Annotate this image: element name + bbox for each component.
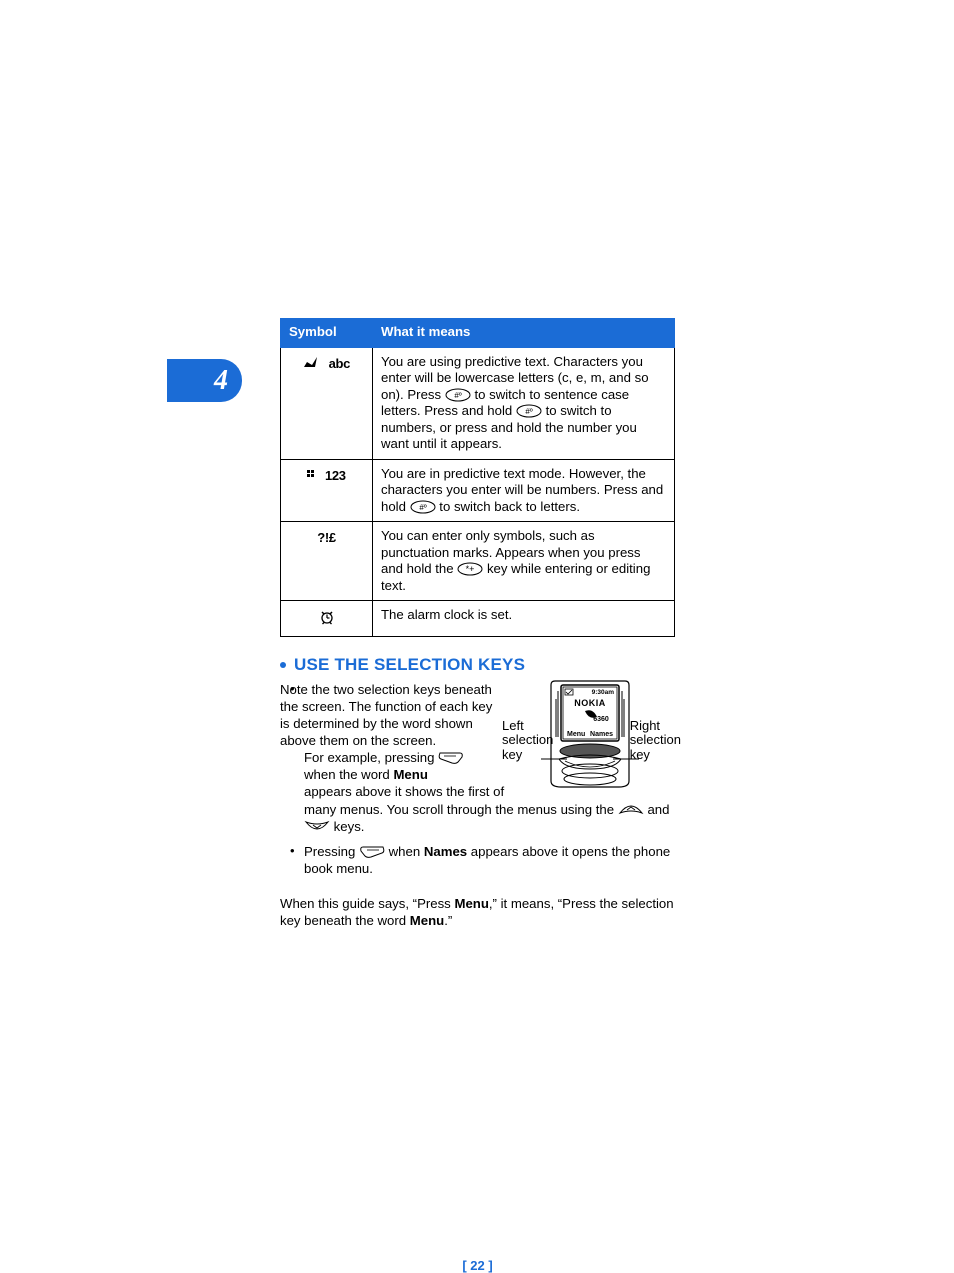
bold-menu: Menu	[393, 767, 427, 782]
symbol-cell: 123	[281, 459, 373, 522]
closing-paragraph: When this guide says, “Press Menu,” it m…	[280, 895, 675, 929]
screen-time: 9:30am	[592, 689, 615, 696]
meaning-cell: You are using predictive text. Character…	[373, 347, 675, 459]
closing-text: .”	[444, 913, 452, 928]
symbol-cell: ?!£	[281, 522, 373, 601]
bullet-text: appears above it shows the first of many…	[304, 783, 674, 834]
symbol-text: 123	[325, 468, 346, 483]
predictive-grid-icon	[307, 468, 325, 483]
content-column: Symbol What it means abc You are	[280, 318, 675, 930]
label-line: Left	[502, 718, 524, 733]
left-key-label: Left selection key	[502, 719, 553, 764]
list-item: For example, pressing when the word Menu…	[304, 681, 486, 835]
page-root: 4 Symbol What it means abc	[0, 0, 954, 1235]
label-line: Right	[630, 718, 660, 733]
closing-text: When this guide says, “Press	[280, 896, 454, 911]
table-row: 123 You are in predictive text mode. How…	[281, 459, 675, 522]
scroll-down-key-icon	[304, 820, 330, 834]
label-line: key	[630, 747, 650, 762]
right-softkey-icon	[359, 845, 385, 859]
heading-bullet-icon	[280, 662, 286, 668]
predictive-pencil-icon	[303, 356, 329, 371]
list-item: Pressing when Names appears above it ope…	[304, 843, 674, 877]
page-number: [ 22 ]	[280, 1258, 675, 1273]
alarm-clock-icon	[319, 613, 335, 628]
meaning-text: to switch back to letters.	[439, 499, 580, 514]
bullet-text: For example, pressing	[304, 750, 438, 765]
table-row: abc You are using predictive text. Chara…	[281, 347, 675, 459]
screen-brand: NOKIA	[574, 698, 606, 708]
bullet-text: and	[647, 802, 669, 817]
hash-key-icon: #º	[410, 500, 436, 514]
label-line: selection	[502, 732, 553, 747]
col-header-meaning: What it means	[373, 319, 675, 348]
bullet-text: keys.	[334, 819, 365, 834]
bullet-text: when	[389, 844, 424, 859]
section-heading: USE THE SELECTION KEYS	[280, 655, 675, 675]
col-header-symbol: Symbol	[281, 319, 373, 348]
symbol-cell: abc	[281, 347, 373, 459]
scroll-up-key-icon	[618, 803, 644, 817]
label-line: key	[502, 747, 522, 762]
bullet-text: when the word	[304, 767, 393, 782]
meaning-cell: The alarm clock is set.	[373, 601, 675, 637]
screen-model: 6360	[593, 716, 609, 723]
svg-text:#º: #º	[525, 407, 532, 416]
bold-menu: Menu	[454, 896, 488, 911]
svg-text:*+: *+	[466, 564, 475, 574]
chapter-number: 4	[214, 365, 228, 397]
table-row: The alarm clock is set.	[281, 601, 675, 637]
symbol-cell	[281, 601, 373, 637]
table-header-row: Symbol What it means	[281, 319, 675, 348]
phone-illustration: Left selection key Right selection key	[505, 679, 675, 794]
left-softkey-icon	[438, 751, 464, 765]
hash-key-icon: #º	[516, 404, 542, 418]
selection-keys-intro: Left selection key Right selection key	[280, 681, 675, 930]
table-row: ?!£ You can enter only symbols, such as …	[281, 522, 675, 601]
meaning-text: The alarm clock is set.	[381, 607, 512, 622]
svg-text:#º: #º	[419, 503, 426, 512]
section-title: USE THE SELECTION KEYS	[294, 655, 525, 674]
bold-menu: Menu	[410, 913, 444, 928]
label-line: selection	[630, 732, 681, 747]
symbol-text: ?!£	[317, 530, 336, 545]
hash-key-icon: #º	[445, 388, 471, 402]
symbol-table: Symbol What it means abc You are	[280, 318, 675, 637]
symbol-text: abc	[329, 356, 351, 371]
meaning-cell: You are in predictive text mode. However…	[373, 459, 675, 522]
softkey-right-text: Names	[590, 731, 613, 738]
chapter-tab: 4	[167, 359, 242, 402]
star-key-icon: *+	[457, 562, 483, 576]
bullet-text-inner: appears above it shows the first of many…	[304, 784, 618, 816]
bullet-text: Pressing	[304, 844, 359, 859]
bold-names: Names	[424, 844, 467, 859]
softkey-left-text: Menu	[567, 731, 585, 738]
meaning-cell: You can enter only symbols, such as punc…	[373, 522, 675, 601]
svg-text:#º: #º	[454, 391, 461, 400]
right-key-label: Right selection key	[630, 719, 681, 764]
